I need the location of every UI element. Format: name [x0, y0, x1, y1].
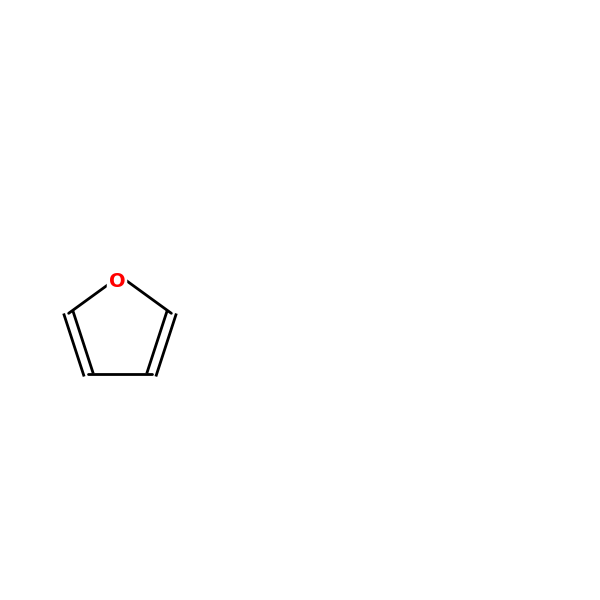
Text: O: O	[109, 272, 125, 292]
